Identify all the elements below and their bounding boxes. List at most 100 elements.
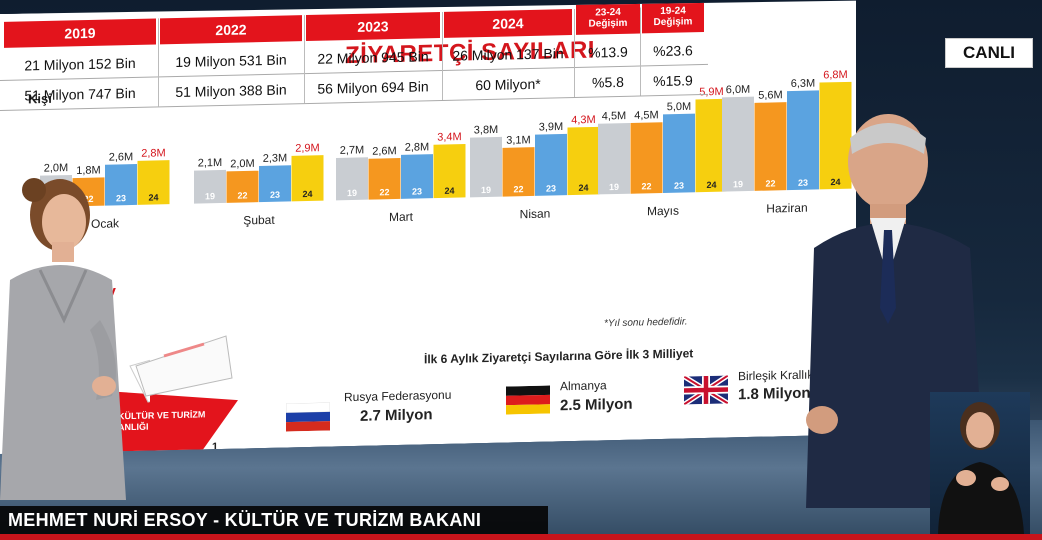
table-cell: %15.9	[653, 72, 693, 90]
data-label: 2,8M	[141, 147, 165, 160]
table-cell: %13.9	[588, 43, 628, 61]
table-header-2023: 2023	[306, 12, 440, 41]
data-label: 2,0M	[230, 158, 254, 171]
bar-Mart-23	[401, 154, 433, 199]
table-col-divider	[442, 12, 443, 100]
data-label: 2,3M	[263, 152, 287, 165]
category-label-Mayıs: Mayıs	[647, 204, 679, 219]
russia-flag-icon	[286, 403, 330, 432]
bar-Şubat-19	[194, 170, 226, 204]
bottom-red-bar	[0, 534, 1042, 540]
country-germany: Almanya 2.5 Milyon	[560, 378, 633, 415]
bar-year-label: 22	[83, 194, 93, 204]
bar-year-label: 23	[412, 186, 422, 196]
table-change-header: 19-24 Değişim	[642, 0, 704, 33]
country-value: 2.7 Milyon	[360, 406, 433, 425]
data-label: 4,5M	[602, 110, 626, 123]
papers	[135, 335, 233, 397]
bar-year-label: 19	[205, 191, 215, 201]
bar-Haziran-24	[820, 82, 852, 190]
bar-Ocak-23	[105, 164, 137, 206]
presentation-screen: ZİYARETÇİ SAYILARI Kişi 192,0M221,8M232,…	[0, 0, 856, 454]
category-label-Mart: Mart	[389, 210, 414, 225]
presenter-figure	[0, 178, 150, 500]
data-label: 3,8M	[474, 124, 498, 137]
category-label-Şubat: Şubat	[243, 213, 275, 228]
bar-year-label: 24	[706, 180, 716, 190]
data-label: 2,9M	[295, 142, 319, 155]
data-label: 2,0M	[44, 162, 68, 175]
data-label: 2,1M	[198, 157, 222, 170]
table-col-divider	[574, 9, 575, 97]
table-cell: 21 Milyon 152 Bin	[24, 54, 136, 74]
bar-chart: 19 2,0M 22 1,8M 23 2,6M 24 2,8M Ocak 19 2,1M 22 2,0M…	[0, 0, 856, 244]
country-name: Rusya Federasyonu	[344, 387, 452, 405]
table-cell: 51 Milyon 388 Bin	[175, 81, 287, 101]
category-label-Nisan: Nisan	[520, 207, 551, 222]
table-cell: 51 Milyon 747 Bin	[24, 84, 136, 104]
data-label: 5,0M	[667, 101, 691, 114]
data-label: 2,8M	[405, 141, 429, 154]
country-russia: Rusya Federasyonu 2.7 Milyon	[344, 388, 451, 425]
table-col-divider	[304, 15, 305, 103]
table-cell: 26 Milyon 137 Bin	[452, 45, 564, 64]
sign-language-inset	[930, 392, 1030, 534]
bar-year-label: 24	[148, 192, 158, 202]
data-label: 6,3M	[791, 78, 815, 91]
bar-year-label: 23	[546, 183, 556, 193]
data-label: 2,6M	[372, 145, 396, 158]
data-label: 5,6M	[758, 89, 782, 102]
table-cell: 56 Milyon 694 Bin	[317, 78, 429, 97]
bar-year-label: 24	[578, 183, 588, 193]
bar-year-label: 24	[830, 177, 840, 187]
bar-Mart-24	[434, 144, 466, 198]
live-badge: CANLI	[945, 38, 1033, 68]
data-label: 6,0M	[726, 84, 750, 97]
table-header-2022: 2022	[160, 15, 302, 44]
top-countries-title: İlk 6 Aylık Ziyaretçi Sayılarına Göre İl…	[424, 346, 694, 367]
name-caption: MEHMET NURİ ERSOY - KÜLTÜR VE TURİZM BAK…	[0, 506, 548, 534]
table-change-header: 23-24 Değişim	[576, 1, 640, 34]
table-change-header-line: 23-24	[595, 6, 621, 19]
bar-year-label: 19	[481, 185, 491, 195]
data-label: 6,8M	[823, 69, 847, 82]
bar-year-label: 22	[513, 184, 523, 194]
germany-flag-icon	[506, 386, 550, 415]
bar-Nisan-23	[535, 134, 567, 196]
bar-year-label: 24	[444, 186, 454, 196]
bar-year-label: 19	[347, 188, 357, 198]
bar-year-label: 22	[641, 181, 651, 191]
category-label-Ocak: Ocak	[91, 216, 120, 231]
bar-Ocak-24	[138, 160, 170, 205]
table-cell: 60 Milyon*	[475, 75, 541, 94]
bar-year-label: 24	[302, 189, 312, 199]
bar-Mart-19	[336, 157, 368, 200]
table-col-divider	[158, 18, 159, 106]
bar-Mayıs-23	[663, 114, 695, 193]
table-change-header-line: Değişim	[653, 16, 693, 29]
table-header-2019: 2019	[4, 18, 156, 47]
bar-year-label: 23	[270, 190, 280, 200]
table-change-header-line: 19-24	[660, 5, 686, 18]
table-cell: 22 Milyon 945 Bin	[317, 48, 429, 67]
bar-Nisan-19	[470, 137, 502, 197]
table-header-2024: 2024	[444, 9, 572, 38]
data-label: 4,5M	[634, 109, 658, 122]
bar-Mart-22	[369, 158, 401, 200]
bar-Şubat-24	[292, 155, 324, 201]
data-label: 2,6M	[109, 151, 133, 164]
uk-flag-icon	[684, 375, 728, 404]
data-label: 2,7M	[340, 144, 364, 157]
data-label: 3,9M	[539, 121, 563, 134]
table-col-divider	[640, 7, 641, 95]
bar-Haziran-22	[755, 102, 787, 191]
data-label: 4,3M	[571, 114, 595, 127]
bar-year-label: 23	[798, 178, 808, 188]
data-label: 3,4M	[437, 131, 461, 144]
data-label: 1,8M	[76, 164, 100, 177]
bar-year-label: 22	[379, 187, 389, 197]
bar-Mayıs-22	[631, 122, 663, 193]
table-footnote: *Yıl sonu hedefidir.	[604, 316, 688, 330]
bar-Şubat-22	[227, 171, 259, 203]
sign-interpreter-figure	[938, 402, 1024, 534]
